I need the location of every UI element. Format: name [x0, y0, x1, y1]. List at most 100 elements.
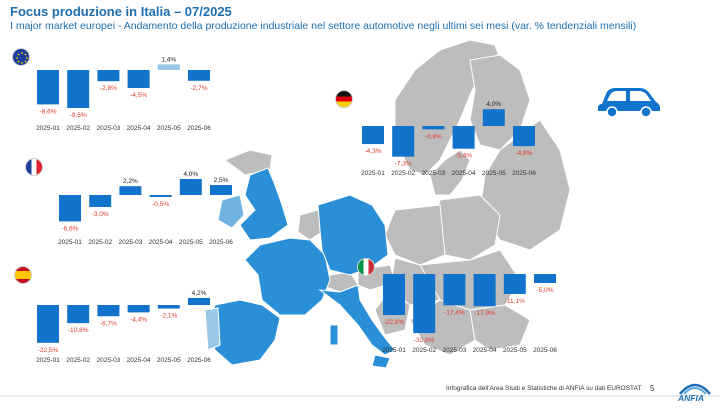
- bar-ue-2: [97, 70, 120, 82]
- tick-label-spagna-4: 2025-05: [157, 357, 181, 364]
- page-title: Focus produzione in Italia – 07/2025: [10, 4, 232, 19]
- data-label-ue-5: -2,7%: [191, 85, 208, 92]
- tick-label-ue-1: 2025-02: [66, 125, 90, 132]
- tick-label-germania-1: 2025-02: [391, 170, 415, 177]
- tick-label-francia-1: 2025-02: [88, 239, 112, 246]
- bar-spagna-0: [37, 305, 59, 343]
- data-label-spagna-2: -6,7%: [100, 320, 117, 327]
- page-subtitle: I major market europei - Andamento della…: [10, 20, 637, 32]
- data-label-spagna-1: -10,8%: [68, 327, 89, 334]
- bar-italia-1: [413, 274, 436, 334]
- tick-label-ue-0: 2025-01: [36, 125, 60, 132]
- tick-label-italia-0: 2025-01: [382, 347, 406, 354]
- bar-ue-3: [127, 70, 150, 88]
- data-label-francia-2: 2,2%: [123, 178, 138, 185]
- anfia-logo: [679, 383, 711, 395]
- tick-label-spagna-3: 2025-04: [127, 357, 151, 364]
- tick-label-italia-4: 2025-05: [503, 347, 527, 354]
- footer-divider: [0, 395, 720, 397]
- tick-label-ue-3: 2025-04: [127, 125, 151, 132]
- tick-label-spagna-2: 2025-03: [96, 357, 120, 364]
- bar-francia-1: [89, 195, 112, 207]
- tick-label-spagna-0: 2025-01: [36, 357, 60, 364]
- france-flag-icon: [25, 158, 43, 176]
- bar-spagna-1: [67, 305, 90, 324]
- data-label-italia-1: -32,8%: [414, 337, 435, 344]
- data-label-germania-5: -4,8%: [516, 150, 533, 157]
- anfia-logo-text: ANFIA: [678, 393, 704, 403]
- bar-francia-4: [179, 179, 202, 195]
- data-label-ue-3: -4,5%: [130, 92, 147, 99]
- tick-label-italia-5: 2025-06: [533, 347, 557, 354]
- bar-italia-3: [473, 274, 496, 307]
- bar-germania-3: [452, 126, 475, 149]
- data-label-italia-5: -5,0%: [537, 287, 554, 294]
- data-label-francia-1: -3,0%: [92, 211, 109, 218]
- tick-label-germania-0: 2025-01: [361, 170, 385, 177]
- data-label-spagna-5: 4,2%: [192, 290, 207, 297]
- data-label-italia-2: -17,4%: [444, 309, 465, 316]
- bar-italia-4: [503, 274, 526, 294]
- bar-germania-0: [362, 126, 384, 145]
- bar-spagna-2: [97, 305, 120, 317]
- bar-germania-5: [513, 126, 535, 147]
- tick-label-germania-3: 2025-04: [452, 170, 476, 177]
- data-label-germania-3: -5,4%: [455, 153, 472, 160]
- bar-germania-4: [482, 109, 505, 126]
- data-label-ue-4: 1,4%: [161, 56, 176, 63]
- spain-flag-icon: [14, 266, 32, 284]
- data-label-ue-0: -8,6%: [40, 108, 57, 115]
- data-label-ue-1: -9,5%: [70, 112, 87, 119]
- data-label-italia-4: -11,1%: [505, 298, 525, 305]
- bar-francia-0: [59, 195, 81, 222]
- bar-spagna-3: [127, 305, 150, 313]
- bar-italia-0: [383, 274, 405, 316]
- tick-label-italia-1: 2025-02: [412, 347, 436, 354]
- tick-label-francia-5: 2025-06: [209, 239, 233, 246]
- data-label-spagna-4: -2,1%: [160, 313, 177, 320]
- bar-ue-4: [157, 64, 180, 70]
- tick-label-ue-5: 2025-06: [187, 125, 211, 132]
- bar-germania-1: [392, 126, 415, 157]
- bar-spagna-5: [188, 297, 210, 305]
- data-label-francia-5: 2,5%: [214, 177, 229, 184]
- bar-italia-2: [443, 274, 466, 306]
- tick-label-germania-4: 2025-05: [482, 170, 506, 177]
- data-label-germania-0: -4,3%: [365, 148, 382, 155]
- tick-label-italia-2: 2025-03: [442, 347, 466, 354]
- data-label-francia-3: -0,5%: [152, 201, 169, 208]
- bar-ue-0: [37, 70, 59, 105]
- data-label-spagna-0: -22,5%: [38, 347, 59, 354]
- eu-flag-icon: [12, 48, 30, 66]
- tick-label-spagna-5: 2025-06: [187, 357, 211, 364]
- bar-italia-5: [534, 274, 556, 283]
- bar-ue-5: [188, 70, 210, 81]
- tick-label-germania-2: 2025-03: [421, 170, 445, 177]
- tick-label-ue-4: 2025-05: [157, 125, 181, 132]
- bar-spagna-4: [157, 305, 180, 309]
- bar-francia-5: [210, 185, 232, 195]
- data-label-francia-4: 4,0%: [183, 171, 198, 178]
- tick-label-germania-5: 2025-06: [512, 170, 536, 177]
- data-label-italia-0: -22,8%: [384, 319, 405, 326]
- germany-flag-icon: [335, 90, 353, 108]
- bar-ue-1: [67, 70, 90, 108]
- footer-source: Infografica dell'Area Studi e Statistich…: [446, 385, 642, 392]
- bar-francia-2: [119, 186, 142, 195]
- tick-label-ue-2: 2025-03: [96, 125, 120, 132]
- car-icon: [598, 88, 660, 118]
- page-number: 5: [650, 384, 655, 393]
- tick-label-francia-0: 2025-01: [58, 239, 82, 246]
- tick-label-italia-3: 2025-04: [473, 347, 497, 354]
- data-label-italia-3: -17,9%: [474, 310, 495, 317]
- bar-francia-3: [149, 195, 172, 197]
- data-label-germania-1: -7,3%: [395, 161, 412, 168]
- tick-label-spagna-1: 2025-02: [66, 357, 90, 364]
- data-label-spagna-3: -4,4%: [130, 316, 147, 323]
- bar-germania-2: [422, 126, 445, 130]
